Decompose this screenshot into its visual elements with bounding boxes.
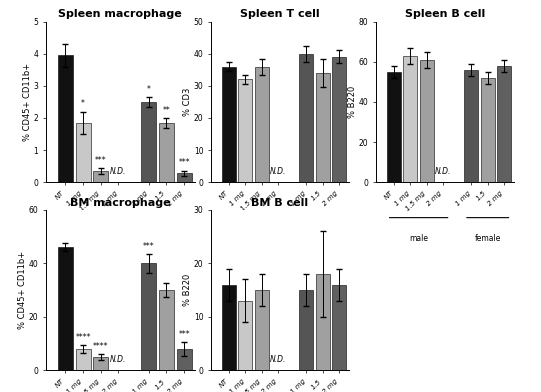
Bar: [387, 72, 401, 182]
Bar: [316, 73, 329, 182]
Bar: [404, 56, 418, 182]
Bar: [299, 54, 313, 182]
Bar: [420, 60, 434, 182]
Text: N.D.: N.D.: [110, 167, 127, 176]
Text: *: *: [147, 85, 151, 94]
Bar: [239, 301, 253, 370]
Text: ***: ***: [143, 242, 155, 251]
Bar: [76, 349, 91, 370]
Text: ***: ***: [95, 156, 107, 165]
Y-axis label: % CD45+ CD11b+: % CD45+ CD11b+: [18, 251, 27, 329]
Text: male: male: [82, 234, 102, 243]
Bar: [141, 102, 156, 182]
Text: *: *: [81, 99, 85, 108]
Bar: [316, 274, 329, 370]
Bar: [481, 78, 494, 182]
Text: N.D.: N.D.: [435, 167, 451, 176]
Bar: [464, 70, 478, 182]
Text: ****: ****: [75, 333, 91, 342]
Y-axis label: % CD45+ CD11b+: % CD45+ CD11b+: [23, 63, 32, 141]
Text: female: female: [309, 234, 336, 243]
Bar: [58, 247, 73, 370]
Bar: [332, 57, 346, 182]
Title: Spleen T cell: Spleen T cell: [240, 9, 320, 19]
Bar: [93, 171, 108, 182]
Text: female: female: [153, 234, 180, 243]
Text: ***: ***: [179, 330, 190, 339]
Text: N.D.: N.D.: [270, 355, 286, 364]
Y-axis label: % B220: % B220: [183, 274, 192, 306]
Bar: [239, 80, 253, 182]
Bar: [222, 285, 236, 370]
Bar: [93, 357, 108, 370]
Text: **: **: [163, 106, 170, 115]
Text: ***: ***: [179, 158, 190, 167]
Text: male: male: [244, 234, 263, 243]
Bar: [76, 123, 91, 182]
Bar: [299, 290, 313, 370]
Bar: [497, 66, 511, 182]
Y-axis label: % B220: % B220: [348, 86, 357, 118]
Bar: [332, 285, 346, 370]
Bar: [141, 263, 156, 370]
Text: N.D.: N.D.: [110, 355, 127, 364]
Title: BM macrophage: BM macrophage: [70, 198, 170, 207]
Text: female: female: [474, 234, 501, 243]
Bar: [159, 290, 174, 370]
Bar: [177, 173, 192, 182]
Title: Spleen macrophage: Spleen macrophage: [58, 9, 182, 19]
Bar: [255, 67, 269, 182]
Title: BM B cell: BM B cell: [252, 198, 308, 207]
Bar: [255, 290, 269, 370]
Text: ****: ****: [93, 342, 109, 351]
Text: male: male: [409, 234, 428, 243]
Bar: [58, 55, 73, 182]
Text: N.D.: N.D.: [270, 167, 286, 176]
Bar: [159, 123, 174, 182]
Title: Spleen B cell: Spleen B cell: [405, 9, 485, 19]
Bar: [222, 67, 236, 182]
Y-axis label: % CD3: % CD3: [183, 88, 192, 116]
Bar: [177, 349, 192, 370]
